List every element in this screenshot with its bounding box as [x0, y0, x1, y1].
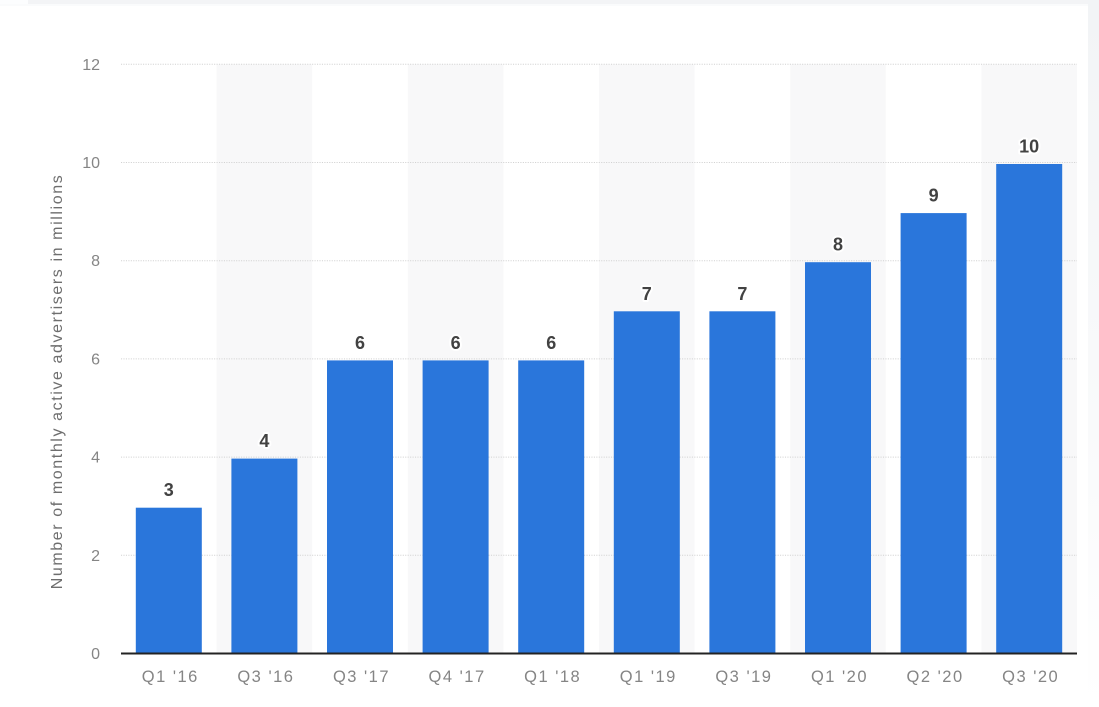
svg-text:12: 12	[82, 57, 100, 74]
svg-text:4: 4	[259, 431, 269, 451]
svg-text:10: 10	[82, 155, 100, 172]
svg-text:8: 8	[833, 235, 843, 255]
svg-text:6: 6	[355, 333, 365, 353]
svg-text:Q1 '18: Q1 '18	[524, 668, 581, 686]
svg-text:6: 6	[91, 351, 100, 368]
svg-text:Number of monthly active adver: Number of monthly active advertisers in …	[49, 174, 66, 590]
svg-text:Q3 '19: Q3 '19	[715, 668, 772, 686]
svg-text:Q1 '16: Q1 '16	[142, 668, 199, 686]
svg-text:Q4 '17: Q4 '17	[429, 668, 486, 686]
svg-text:3: 3	[164, 480, 174, 500]
svg-text:4: 4	[91, 450, 100, 467]
svg-text:9: 9	[929, 186, 939, 206]
svg-text:7: 7	[642, 284, 652, 304]
svg-text:0: 0	[91, 646, 100, 663]
svg-text:10: 10	[1019, 137, 1039, 157]
svg-text:7: 7	[737, 284, 747, 304]
svg-text:Q3 '20: Q3 '20	[1002, 668, 1059, 686]
svg-text:6: 6	[451, 333, 461, 353]
svg-text:Q1 '20: Q1 '20	[811, 668, 868, 686]
svg-text:2: 2	[91, 548, 100, 565]
svg-text:Q2 '20: Q2 '20	[907, 668, 964, 686]
svg-text:6: 6	[546, 333, 556, 353]
svg-text:8: 8	[91, 253, 100, 270]
svg-text:Q3 '17: Q3 '17	[333, 668, 390, 686]
svg-text:Q3 '16: Q3 '16	[237, 668, 294, 686]
svg-text:Q1 '19: Q1 '19	[620, 668, 677, 686]
